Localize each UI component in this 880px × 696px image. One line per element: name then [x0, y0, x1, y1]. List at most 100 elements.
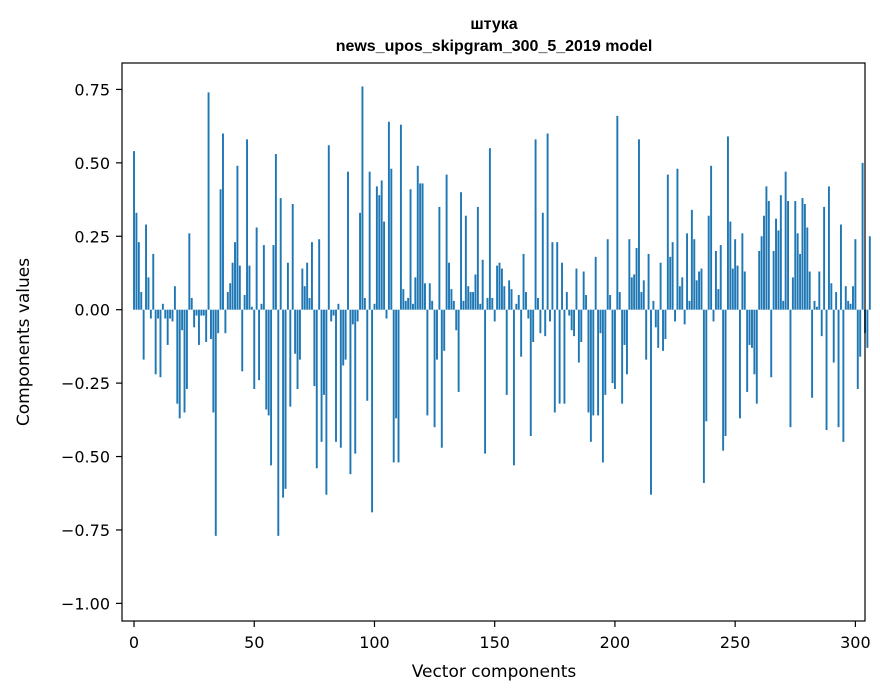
bar	[272, 245, 275, 310]
bar	[433, 309, 436, 428]
bar	[589, 309, 592, 442]
x-tick-label: 0	[129, 633, 139, 652]
bar	[844, 286, 847, 310]
bar	[803, 203, 806, 310]
bar	[779, 195, 782, 310]
bar	[359, 212, 362, 310]
bar	[585, 295, 588, 310]
bar	[734, 239, 737, 310]
bar	[587, 309, 590, 413]
bar	[354, 309, 357, 454]
bar	[657, 309, 660, 348]
bar	[659, 262, 662, 310]
bar	[493, 309, 496, 322]
bar	[570, 309, 573, 331]
bar	[710, 165, 713, 310]
bar	[426, 309, 429, 416]
bar	[200, 309, 203, 316]
bar	[534, 139, 537, 310]
bar	[815, 306, 818, 310]
bar	[666, 174, 669, 310]
bar	[202, 309, 205, 316]
bar	[791, 277, 794, 310]
bar	[157, 309, 160, 319]
bar	[746, 309, 749, 392]
bar	[594, 256, 597, 310]
bar	[775, 218, 777, 310]
bar	[688, 300, 691, 310]
bar	[813, 300, 816, 310]
bar	[577, 309, 580, 363]
bar	[171, 309, 174, 322]
bar	[496, 265, 499, 310]
y-tick-label: −0.50	[61, 448, 110, 467]
y-axis-ticks: 0.75 0.50 0.25 0.00 −0.25 −0.50 −0.75 −1.00	[61, 80, 122, 613]
bar	[135, 212, 138, 310]
bar	[243, 295, 246, 310]
bar	[298, 309, 301, 360]
bar	[311, 242, 313, 310]
bar	[460, 192, 462, 310]
bar	[818, 271, 821, 310]
bar	[378, 195, 381, 310]
bar	[366, 309, 369, 401]
bar	[173, 286, 176, 310]
bar	[291, 203, 294, 310]
bar	[520, 309, 523, 357]
bar	[226, 292, 229, 310]
bar	[811, 309, 814, 398]
bar	[164, 309, 167, 319]
bar	[383, 221, 386, 310]
bar	[767, 201, 770, 310]
bar	[303, 286, 306, 310]
bar	[613, 309, 616, 389]
bar	[154, 309, 157, 375]
bar	[457, 309, 460, 392]
bar	[214, 309, 217, 536]
bar	[674, 309, 676, 322]
bar	[315, 309, 318, 469]
bar	[854, 239, 857, 310]
bar	[166, 309, 169, 345]
bar	[808, 271, 811, 310]
bar	[419, 183, 422, 310]
bar	[647, 253, 650, 310]
bar	[561, 262, 563, 310]
bar	[436, 309, 438, 360]
bar	[231, 262, 234, 310]
bar	[662, 309, 664, 351]
bar	[236, 165, 239, 310]
bar	[645, 309, 648, 360]
bar	[609, 295, 612, 310]
bar	[743, 271, 746, 310]
bar	[428, 283, 431, 310]
bar	[565, 292, 568, 310]
bar	[373, 303, 376, 310]
bar	[758, 250, 761, 310]
bar	[820, 309, 823, 337]
bar	[527, 309, 530, 319]
bar	[640, 292, 643, 310]
bar	[392, 309, 395, 463]
bar	[604, 309, 607, 395]
y-tick-label: 0.00	[74, 301, 110, 320]
bar	[599, 309, 602, 334]
bar	[621, 309, 624, 404]
bar	[339, 309, 342, 448]
bar	[390, 168, 393, 310]
bar	[210, 309, 212, 340]
bar	[770, 309, 773, 378]
bar	[159, 309, 162, 378]
bar	[671, 242, 674, 310]
bar	[765, 186, 768, 310]
bar	[546, 133, 549, 310]
x-axis-label: Vector components	[412, 662, 577, 682]
bar	[724, 309, 727, 436]
bar	[407, 297, 410, 310]
bar	[618, 292, 621, 310]
bar	[664, 309, 667, 340]
bar	[633, 274, 636, 310]
bar	[505, 309, 508, 395]
bar	[248, 265, 251, 310]
bar	[313, 309, 316, 387]
